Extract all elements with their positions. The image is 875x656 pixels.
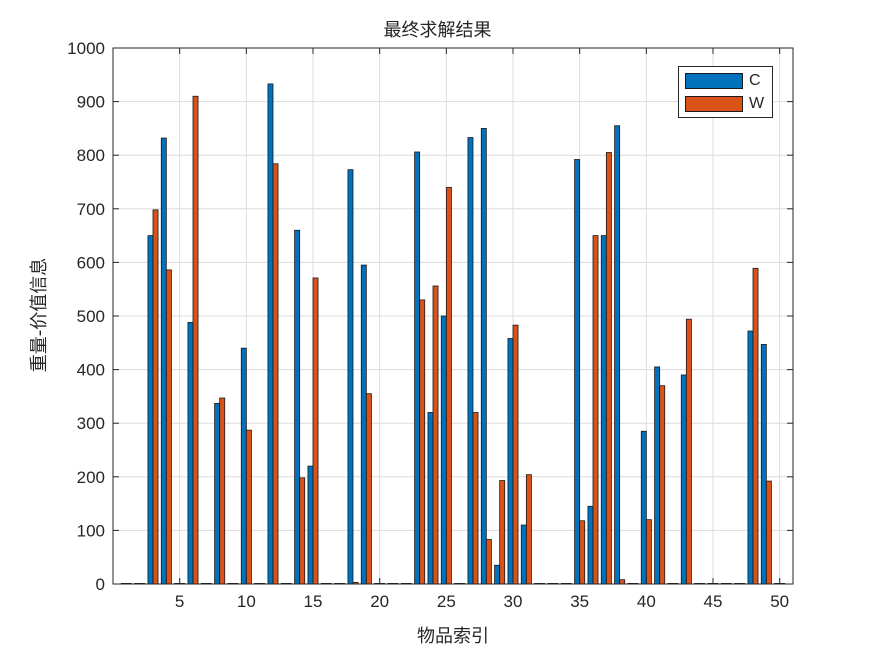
grid-lines	[113, 47, 793, 585]
bar-c	[294, 229, 301, 585]
bar-c	[680, 374, 687, 585]
bar-w	[685, 318, 692, 585]
y-tick-label: 0	[96, 575, 105, 594]
x-tick-label: 10	[237, 592, 256, 611]
x-axis-label: 物品索引	[417, 626, 489, 647]
bar-w	[619, 579, 626, 585]
legend-label-w: W	[749, 95, 765, 112]
bar-w	[419, 299, 426, 585]
x-tick-label: 35	[570, 592, 589, 611]
bar-c	[414, 151, 421, 585]
x-tick-label: 5	[175, 592, 184, 611]
bar-w	[365, 393, 372, 585]
bar-w	[165, 269, 172, 585]
bar-c	[747, 330, 754, 585]
bar-c	[574, 159, 581, 585]
bar-w	[245, 429, 252, 585]
bar-w	[579, 520, 586, 585]
bar-c	[347, 169, 354, 585]
bar-w	[485, 539, 492, 585]
y-tick-label: 800	[77, 146, 105, 165]
bar-w	[645, 519, 652, 585]
bar-w	[605, 152, 612, 585]
y-tick-label: 300	[77, 414, 105, 433]
y-tick-label: 900	[77, 93, 105, 112]
y-axis-label: 重量-价值信息	[29, 257, 50, 373]
bar-c	[600, 235, 607, 585]
bar-w	[472, 412, 479, 585]
bar-c	[507, 338, 514, 585]
bar-c	[760, 344, 767, 585]
bar-w	[445, 186, 452, 585]
legend-swatch-w	[685, 96, 743, 112]
bar-c	[240, 347, 247, 585]
x-tick-label: 15	[304, 592, 323, 611]
axes	[112, 47, 794, 585]
x-tick-label: 50	[770, 592, 789, 611]
legend: C W	[678, 66, 773, 118]
bar-w	[752, 267, 759, 585]
bar-c	[654, 366, 661, 585]
x-tick-label: 40	[637, 592, 656, 611]
legend-swatch-c	[685, 73, 743, 89]
bar-c	[427, 412, 434, 585]
bar-c	[147, 235, 154, 585]
legend-item-w: W	[685, 94, 764, 114]
bar-c	[187, 322, 194, 585]
y-tick-label: 500	[77, 307, 105, 326]
bar-c	[440, 315, 447, 585]
bar-c	[587, 505, 594, 585]
bar-w	[432, 285, 439, 585]
chart-title: 最终求解结果	[383, 20, 492, 41]
bars	[120, 83, 786, 585]
y-tick-label: 100	[77, 521, 105, 540]
series-w	[125, 95, 786, 585]
y-tick-label: 600	[77, 253, 105, 272]
bar-c	[494, 564, 501, 585]
bar-c	[214, 402, 221, 585]
bar-w	[152, 209, 159, 585]
bar-c	[467, 137, 474, 585]
bar-c	[307, 465, 314, 585]
bar-c	[520, 524, 527, 585]
legend-item-c: C	[685, 71, 761, 91]
y-tick-label: 200	[77, 468, 105, 487]
bar-c	[267, 83, 274, 585]
y-tick-label: 400	[77, 361, 105, 380]
bar-w	[659, 385, 666, 585]
bar-c	[614, 125, 621, 585]
x-tick-label: 30	[504, 592, 523, 611]
bar-w	[312, 277, 319, 585]
bar-w	[592, 235, 599, 585]
legend-label-c: C	[749, 72, 761, 89]
bar-w	[512, 324, 519, 585]
tick-labels: 0 100 200 300 400 500 600 700 800 900 1000 5 10 15 20 2…	[67, 39, 789, 611]
bar-w	[525, 474, 532, 585]
x-tick-label: 45	[704, 592, 723, 611]
bar-c	[480, 127, 487, 585]
x-tick-label: 20	[370, 592, 389, 611]
bar-w	[192, 95, 199, 585]
bar-w	[272, 163, 279, 585]
y-tick-label: 700	[77, 200, 105, 219]
bar-w	[299, 477, 306, 585]
bar-w	[499, 480, 506, 585]
bar-c	[360, 264, 367, 585]
bar-w	[765, 480, 772, 585]
bar-c	[640, 430, 647, 585]
x-tick-label: 25	[437, 592, 456, 611]
y-tick-label: 1000	[67, 39, 105, 58]
bar-c	[160, 137, 167, 585]
bar-w	[219, 397, 226, 585]
